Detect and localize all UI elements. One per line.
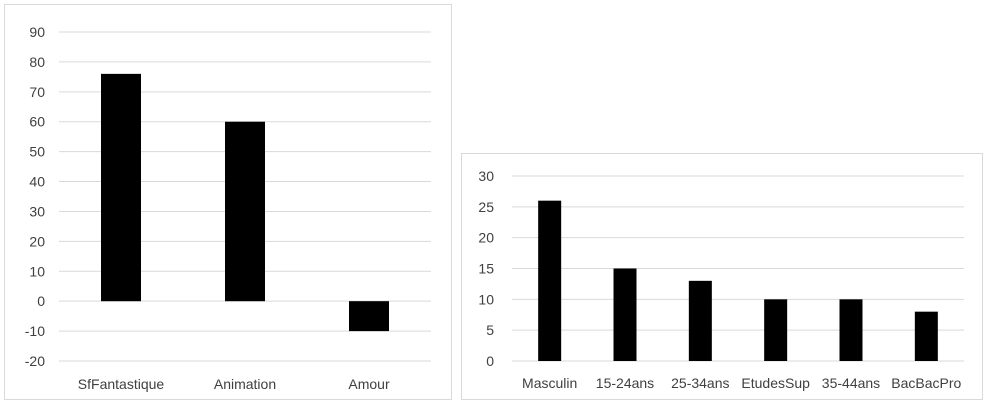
right-chart-y-tick-label: 15 [478,261,494,277]
chart-left: -20 -10 0 10 20 30 40 50 60 70 80 90 SfFantastique An… [25,24,431,392]
right-chart-y-tick-label: 25 [478,199,494,215]
left-chart-x-tick-label: Animation [214,376,276,392]
left-chart-y-tick-label: 70 [29,84,45,100]
left-chart-y-tick-label: 10 [29,263,45,279]
right-chart-y-tick-label: 5 [486,322,494,338]
left-chart-y-tick-label: 60 [29,114,45,130]
right-chart-bar-bacbacpro [914,311,938,361]
right-chart-x-tick-label: 25-34ans [671,375,729,391]
right-chart-x-tick-label: Masculin [522,375,577,391]
left-chart-y-tick-label: -10 [25,323,45,339]
left-chart-y-tick-label: 80 [29,54,45,70]
left-chart-bar-animation [225,121,265,302]
chart-right-panel: 0 5 10 15 20 25 30 Masculin 15-24ans 25-34ans Etud… [461,153,983,400]
right-chart-x-tick-label: 15-24ans [596,375,654,391]
right-chart-bar-masculin [538,200,562,361]
right-chart-bar-25-34ans [688,280,712,361]
right-chart-bar-15-24ans [613,268,637,361]
right-chart-y-tick-label: 30 [478,168,494,184]
chart-right: 0 5 10 15 20 25 30 Masculin 15-24ans 25-34ans Etud… [478,168,964,391]
left-chart-y-tick-label: -20 [25,353,45,369]
left-chart-y-tick-label: 0 [37,293,45,309]
right-chart-y-tick-label: 0 [486,353,494,369]
left-chart-y-tick-label: 40 [29,174,45,190]
right-chart-x-tick-label: BacBacPro [891,375,961,391]
right-chart-x-tick-label: 35-44ans [822,375,880,391]
left-chart-y-tick-label: 90 [29,24,45,40]
left-chart-y-tick-label: 50 [29,144,45,160]
left-chart-y-tick-label: 20 [29,233,45,249]
left-chart-x-tick-label: SfFantastique [78,376,165,392]
left-chart-x-tick-label: Amour [348,376,390,392]
left-chart-bar-sffantastique [101,73,141,302]
right-chart-y-tick-label: 10 [478,291,494,307]
right-chart-x-tick-label: EtudesSup [741,375,810,391]
right-chart-bar-35-44ans [839,299,863,361]
right-chart-y-tick-label: 20 [478,230,494,246]
left-chart-bar-amour [349,301,389,332]
left-chart-y-tick-label: 30 [29,203,45,219]
chart-left-panel: -20 -10 0 10 20 30 40 50 60 70 80 90 SfFantastique An… [4,4,452,400]
right-chart-bar-etudessup [764,299,788,361]
